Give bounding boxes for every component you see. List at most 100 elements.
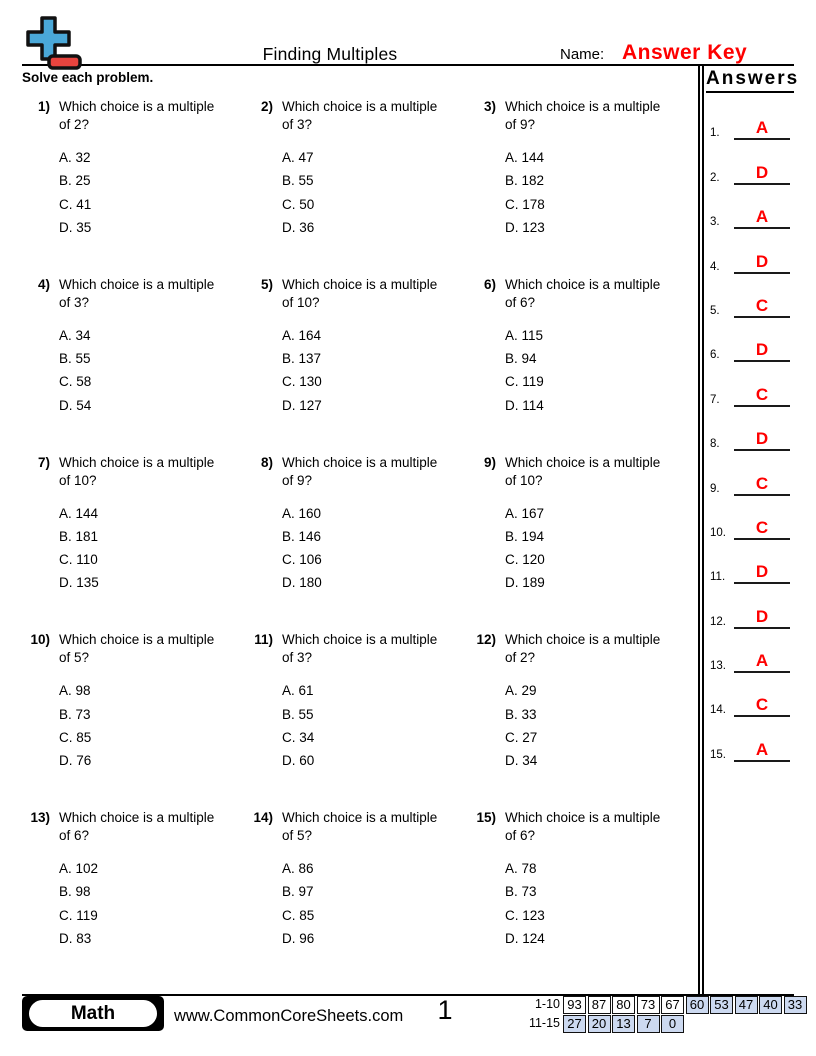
page-title: Finding Multiples (262, 44, 398, 64)
answer-letter: C (755, 473, 769, 493)
score-cell: 33 (783, 996, 807, 1014)
answer-blank-line: D (734, 340, 790, 363)
answer-letter: C (755, 295, 769, 315)
question-text-line2: of 10? (282, 294, 320, 310)
choice: A. 167 (505, 505, 545, 521)
answer-number: 2. (710, 171, 720, 184)
question-text-line1: Which choice is a multiple (282, 810, 438, 826)
choice: A. 29 (505, 683, 537, 699)
question-text-line2: of 3? (282, 650, 313, 666)
answer-row: 7. C (704, 362, 796, 407)
choice: A. 144 (505, 150, 545, 165)
choice: B. 182 (505, 173, 545, 189)
question-text-line1: Which choice is a multiple (59, 632, 215, 648)
answer-blank-line: D (734, 252, 790, 274)
question-number: 4) (37, 276, 50, 292)
question-text-line2: of 6? (505, 294, 536, 310)
question-body: Which choice is a multiple of 6? A. 115 B. … (496, 276, 690, 451)
answer-letter: C (755, 384, 769, 404)
score-range-label: 11-15 (528, 1016, 560, 1030)
website-url: www.CommonCoreSheets.com (174, 1007, 404, 1025)
question-number: 6) (483, 276, 496, 292)
answers-panel-title: Answers (706, 68, 797, 93)
choice: C. 27 (505, 729, 538, 745)
choice: B. 55 (282, 706, 314, 722)
question-text-line2: of 9? (505, 117, 536, 132)
answer-number: 4. (710, 260, 720, 273)
choice: A. 78 (505, 861, 537, 877)
question-body: Which choice is a multiple of 5? A. 86 B. 9… (273, 809, 468, 984)
question-text-line2: of 6? (505, 828, 536, 844)
question-text-line1: Which choice is a multiple (59, 99, 215, 114)
answer-blank-line: A (734, 207, 790, 230)
choice: D. 189 (505, 575, 545, 591)
choice: B. 137 (282, 351, 322, 367)
score-cell: 20 (587, 1015, 611, 1033)
choice: C. 119 (505, 374, 544, 390)
question-body: Which choice is a multiple of 2? A. 29 B. 3… (496, 631, 690, 806)
choice: B. 25 (59, 173, 91, 189)
answer-row: 9. C (704, 451, 796, 496)
choice: D. 96 (282, 931, 315, 947)
choice: C. 130 (282, 374, 322, 390)
answer-number: 12. (710, 615, 726, 628)
question-text-line2: of 2? (505, 650, 536, 666)
choice: C. 119 (59, 907, 98, 923)
choice: A. 144 (59, 505, 99, 521)
question: 10) Which choice is a multiple of 5? A. 98 B… (22, 628, 245, 806)
choice: B. 194 (505, 528, 545, 544)
question: 15) Which choice is a multiple of 6? A. 78 B… (468, 806, 690, 984)
answer-letter: A (755, 207, 769, 227)
answer-blank-line: C (734, 474, 790, 496)
question: 14) Which choice is a multiple of 5? A. 86 B… (245, 806, 468, 984)
question-text-line1: Which choice is a multiple (505, 99, 661, 114)
instructions: Solve each problem. (22, 70, 154, 85)
answer-blank-line: C (734, 296, 790, 318)
question-text-line2: of 5? (59, 650, 90, 666)
choice: A. 47 (282, 150, 314, 165)
choice-list: A. 164 B. 137 C. 130 D. 127 (282, 324, 468, 417)
choice: D. 34 (505, 753, 538, 769)
answer-blank-line: C (734, 518, 790, 540)
question: 1) Which choice is a multiple of 2? A. 32 B.… (22, 95, 245, 273)
answer-row: 5. C (704, 274, 796, 318)
answer-letter: D (755, 251, 769, 271)
score-cell: 73 (636, 996, 660, 1014)
question-body: Which choice is a multiple of 10? A. 164 B.… (273, 276, 468, 451)
question-number: 8) (260, 454, 273, 470)
choice: D. 60 (282, 753, 315, 769)
question: 6) Which choice is a multiple of 6? A. 115 B… (468, 273, 690, 451)
choice-list: A. 86 B. 97 C. 85 D. 96 (282, 857, 468, 950)
answer-blank-line: D (734, 429, 790, 452)
question: 8) Which choice is a multiple of 9? A. 160 B… (245, 451, 468, 629)
choice: A. 98 (59, 683, 91, 699)
choice: A. 102 (59, 861, 99, 877)
answer-letter: D (755, 429, 769, 449)
answer-row: 15. A (704, 717, 796, 762)
answer-row: 13. A (704, 629, 796, 674)
answer-row: 10. C (704, 496, 796, 540)
choice: B. 33 (505, 706, 537, 722)
choice-list: A. 34 B. 55 C. 58 D. 54 (59, 324, 245, 417)
question-body: Which choice is a multiple of 10? A. 144 B.… (50, 454, 245, 629)
score-row: 11-15 27 20 13 7 0 (528, 1015, 808, 1033)
choice: A. 32 (59, 150, 91, 165)
choice-list: A. 144 B. 182 C. 178 D. 123 (505, 146, 690, 239)
score-cell: 80 (612, 996, 635, 1014)
answer-letter: A (755, 651, 769, 671)
choice: C. 34 (282, 729, 315, 745)
choice: A. 34 (59, 327, 91, 343)
answer-row: 3. A (704, 185, 796, 230)
question-text-line1: Which choice is a multiple (59, 454, 215, 470)
question-number: 7) (37, 454, 50, 470)
answer-row: 8. D (704, 407, 796, 452)
choice: C. 58 (59, 374, 92, 390)
question-text-line1: Which choice is a multiple (282, 454, 438, 470)
answer-letter: C (755, 517, 769, 537)
question: 7) Which choice is a multiple of 10? A. 144… (22, 451, 245, 629)
score-cell: 27 (563, 1015, 586, 1033)
choice: A. 61 (282, 683, 314, 699)
choice: C. 106 (282, 552, 322, 568)
question-body: Which choice is a multiple of 6? A. 102 B. … (50, 809, 245, 984)
answer-letter: C (755, 695, 769, 715)
